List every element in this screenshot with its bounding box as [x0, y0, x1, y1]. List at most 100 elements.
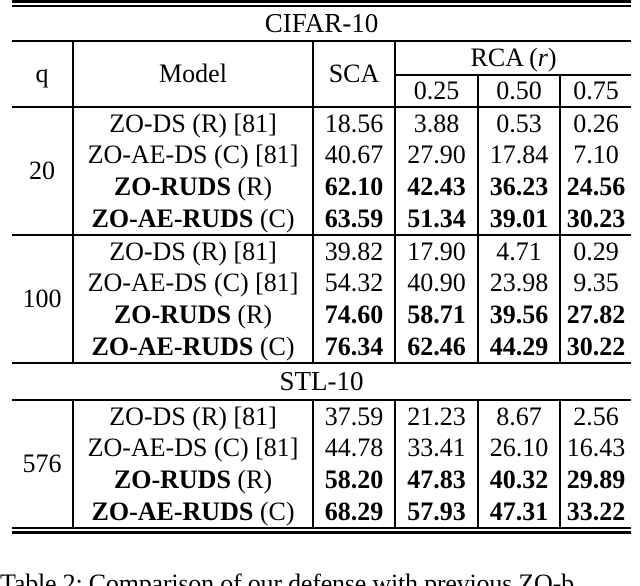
model-name: ZO-DS (R) [81]	[109, 401, 277, 431]
dataset-title-cifar10: CIFAR-10	[12, 7, 632, 42]
rca-050-value: 17.84	[477, 139, 560, 171]
model-cell: ZO-RUDS (R)	[72, 171, 313, 203]
radius-header-075: 0.75	[558, 75, 632, 108]
q-value-576: 576	[12, 400, 73, 529]
model-cell: ZO-DS (R) [81]	[72, 107, 313, 139]
model-name: (R)	[230, 300, 273, 329]
rca-075-value: 24.56	[558, 171, 632, 203]
model-name: ZO-DS (R) [81]	[109, 236, 277, 266]
model-cell: ZO-RUDS (R)	[72, 299, 313, 331]
table-caption: Table 2: Comparison of our defense with …	[0, 569, 574, 586]
col-header-sca: SCA	[312, 41, 395, 108]
bottom-rule-thick	[12, 531, 631, 534]
rca-050-value: 23.98	[477, 267, 560, 299]
sca-value: 62.10	[312, 171, 395, 203]
rca-025-value: 51.34	[394, 203, 478, 236]
model-name: (C)	[253, 203, 295, 233]
rca-025-value: 33.41	[394, 432, 478, 464]
model-cell: ZO-RUDS (R)	[72, 464, 313, 496]
rca-075-value: 9.35	[558, 267, 632, 299]
table-area: CIFAR-10 q Model SCA RCA (r) 0.25 0.50 0…	[12, 0, 632, 534]
table-row: ZO-AE-DS (C) [81] 40.67 27.90 17.84 7.10	[12, 139, 632, 171]
radius-header-025: 0.25	[394, 75, 478, 108]
model-name: ZO-AE-DS (C) [81]	[87, 268, 299, 297]
rca-025-value: 17.90	[394, 235, 478, 267]
model-name-bold: ZO-AE-RUDS	[91, 496, 254, 526]
rca-025-value: 57.93	[394, 496, 478, 529]
model-name-bold: ZO-RUDS	[113, 465, 231, 494]
model-name: ZO-AE-DS (C) [81]	[87, 433, 299, 462]
section-title-row: STL-10	[12, 363, 632, 401]
model-name-bold: ZO-AE-RUDS	[91, 331, 254, 361]
rca-075-value: 29.89	[558, 464, 632, 496]
rca-050-value: 40.32	[477, 464, 560, 496]
table-row: ZO-RUDS (R) 62.10 42.43 36.23 24.56	[12, 171, 632, 203]
rca-050-value: 8.67	[477, 400, 560, 432]
rca-radius-variable: r	[537, 43, 548, 72]
model-name: ZO-DS (R) [81]	[109, 108, 277, 138]
rca-075-value: 2.56	[558, 400, 632, 432]
rca-075-value: 0.29	[558, 235, 632, 267]
rca-025-value: 42.43	[394, 171, 478, 203]
model-cell: ZO-DS (R) [81]	[72, 400, 313, 432]
header-row-2: 0.25 0.50 0.75	[12, 75, 632, 108]
q-value-100: 100	[12, 235, 73, 364]
sca-value: 18.56	[312, 107, 395, 139]
table-row: ZO-AE-RUDS (C) 68.29 57.93 47.31 33.22	[12, 496, 632, 529]
table-row: 576 ZO-DS (R) [81] 37.59 21.23 8.67 2.56	[12, 400, 632, 529]
rca-050-value: 44.29	[477, 331, 560, 364]
sca-value: 74.60	[312, 299, 395, 331]
model-name: (R)	[230, 465, 273, 494]
rca-025-value: 58.71	[394, 299, 478, 331]
rca-label-suffix: )	[547, 43, 557, 72]
model-cell: ZO-AE-RUDS (C)	[72, 496, 313, 529]
rca-075-value: 16.43	[558, 432, 632, 464]
q-value-20: 20	[12, 107, 73, 236]
rca-075-value: 0.26	[558, 107, 632, 139]
rca-075-value: 33.22	[558, 496, 632, 529]
sca-value: 54.32	[312, 267, 395, 299]
model-name: ZO-AE-DS (C) [81]	[87, 140, 299, 169]
model-name-bold: ZO-RUDS	[113, 300, 231, 329]
table-row: 100 ZO-DS (R) [81] 39.82 17.90 4.71 0.29	[12, 235, 632, 364]
radius-header-050: 0.50	[477, 75, 560, 108]
rca-025-value: 27.90	[394, 139, 478, 171]
rca-025-value: 21.23	[394, 400, 478, 432]
model-cell: ZO-AE-DS (C) [81]	[72, 432, 313, 464]
model-cell: ZO-DS (R) [81]	[72, 235, 313, 267]
rca-050-value: 36.23	[477, 171, 560, 203]
sca-value: 39.82	[312, 235, 395, 267]
model-cell: ZO-AE-RUDS (C)	[72, 331, 313, 364]
dataset-title-stl10: STL-10	[12, 363, 632, 401]
rca-050-value: 39.01	[477, 203, 560, 236]
top-rule-thin	[12, 5, 631, 7]
sca-value: 40.67	[312, 139, 395, 171]
model-cell: ZO-AE-DS (C) [81]	[72, 139, 313, 171]
sca-value: 44.78	[312, 432, 395, 464]
table-row: ZO-AE-RUDS (C) 76.34 62.46 44.29 30.22	[12, 331, 632, 364]
rca-025-value: 3.88	[394, 107, 478, 139]
section-title-row: CIFAR-10	[12, 7, 632, 42]
table-row: ZO-RUDS (R) 74.60 58.71 39.56 27.82	[12, 299, 632, 331]
header-row-1: q Model SCA RCA (r)	[12, 41, 632, 108]
sca-value: 76.34	[312, 331, 395, 364]
rca-075-value: 30.23	[558, 203, 632, 236]
rca-025-value: 40.90	[394, 267, 478, 299]
rca-050-value: 26.10	[477, 432, 560, 464]
table-row: ZO-RUDS (R) 58.20 47.83 40.32 29.89	[12, 464, 632, 496]
rca-075-value: 30.22	[558, 331, 632, 364]
rca-050-value: 0.53	[477, 107, 560, 139]
table-row: ZO-AE-DS (C) [81] 54.32 40.90 23.98 9.35	[12, 267, 632, 299]
col-header-q: q	[12, 41, 73, 108]
sca-value: 68.29	[312, 496, 395, 529]
table-row: ZO-AE-DS (C) [81] 44.78 33.41 26.10 16.4…	[12, 432, 632, 464]
rca-050-value: 39.56	[477, 299, 560, 331]
rca-050-value: 4.71	[477, 235, 560, 267]
rca-025-value: 47.83	[394, 464, 478, 496]
model-name: (R)	[230, 172, 273, 201]
sca-value: 37.59	[312, 400, 395, 432]
rca-050-value: 47.31	[477, 496, 560, 529]
rca-075-value: 27.82	[558, 299, 632, 331]
results-table: CIFAR-10 q Model SCA RCA (r) 0.25 0.50 0…	[12, 7, 632, 529]
